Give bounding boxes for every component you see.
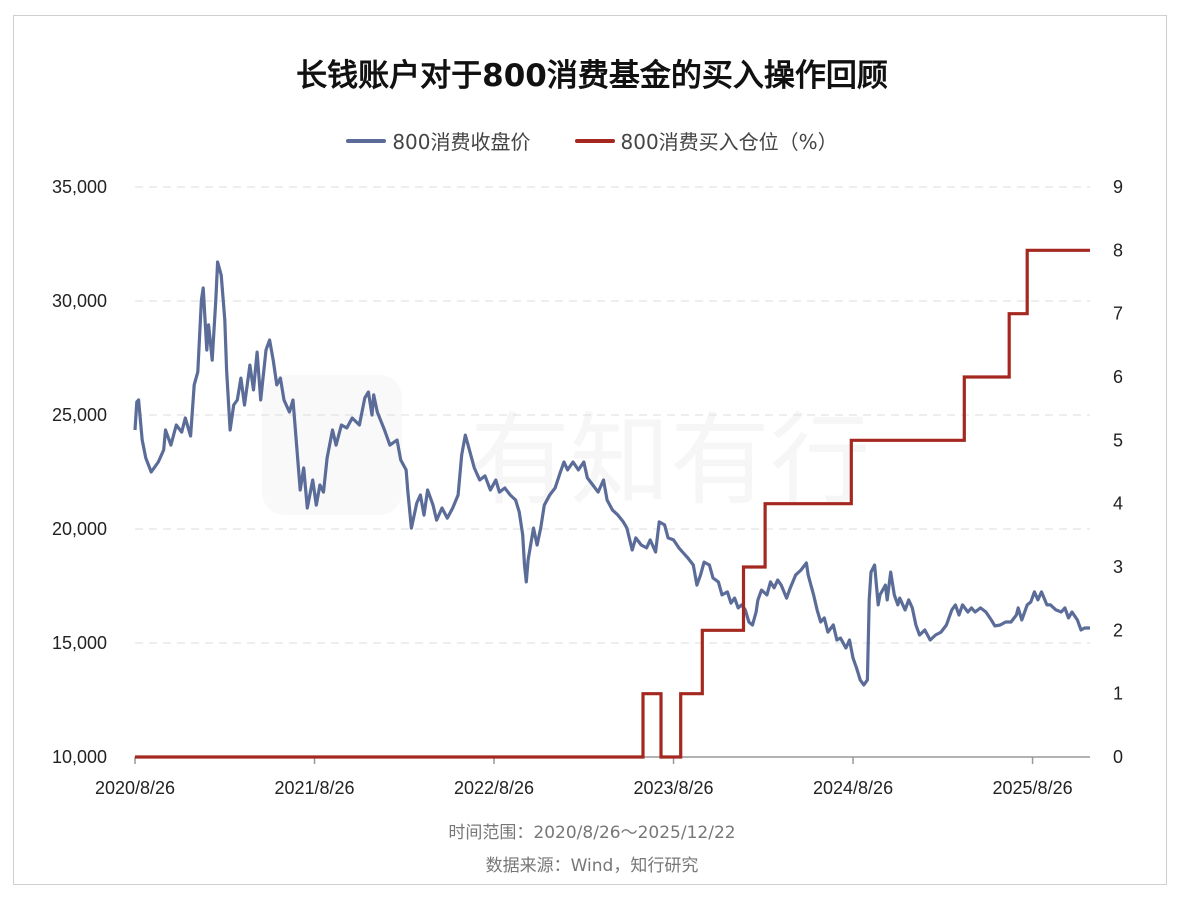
y-left-tick-label: 30,000: [52, 291, 107, 311]
series-line-price: [133, 260, 1090, 687]
y-right-tick-label: 5: [1113, 430, 1123, 450]
watermark-text: 有知有行: [470, 402, 870, 519]
y-left-tick-label: 20,000: [52, 519, 107, 539]
axes: 10,000 15,000 20,000 25,000 30,000 35,000 0 1 2 3…: [52, 177, 1123, 798]
y-right-tick-label: 7: [1113, 304, 1123, 324]
legend-item-price[interactable]: 800消费收盘价: [346, 126, 531, 155]
y-right-tick-label: 3: [1113, 557, 1123, 577]
y-right-tick-label: 2: [1113, 620, 1123, 640]
x-tick-label: 2023/8/26: [633, 778, 713, 798]
chart-card: [13, 15, 1167, 885]
legend-label-price: 800消费收盘价: [392, 130, 531, 154]
series-layer: [133, 248, 1090, 759]
footer-time-range: 时间范围：2020/8/26～2025/12/22: [448, 823, 736, 843]
gridlines: [135, 186, 1090, 644]
x-tick-label: 2024/8/26: [813, 778, 893, 798]
x-tick-label: 2021/8/26: [274, 778, 354, 798]
x-tick-label: 2020/8/26: [95, 778, 175, 798]
y-right-tick-label: 9: [1113, 177, 1123, 197]
chart-title: 长钱账户对于800消费基金的买入操作回顾: [296, 58, 888, 94]
y-right-tick-label: 1: [1113, 684, 1123, 704]
legend-swatch-price: [346, 138, 387, 143]
x-tick-label: 2025/8/26: [993, 778, 1073, 798]
y-right-tick-label: 4: [1113, 494, 1123, 514]
y-left-tick-label: 35,000: [52, 177, 107, 197]
y-left-tick-label: 15,000: [52, 633, 107, 653]
y-left-tick-label: 25,000: [52, 405, 107, 425]
y-right-tick-label: 6: [1113, 367, 1123, 387]
y-right-tick-label: 0: [1113, 747, 1123, 767]
footer-source: 数据来源：Wind，知行研究: [485, 856, 699, 876]
legend-swatch-position: [574, 138, 615, 143]
legend-item-position[interactable]: 800消费买入仓位（%）: [574, 126, 838, 155]
legend-label-position: 800消费买入仓位（%）: [620, 130, 838, 154]
y-left-tick-label: 10,000: [52, 747, 107, 767]
watermark: 有知有行: [262, 375, 870, 519]
y-right-tick-label: 8: [1113, 240, 1123, 260]
legend: 800消费收盘价 800消费买入仓位（%）: [0, 126, 1184, 155]
x-tick-label: 2022/8/26: [454, 778, 534, 798]
series-line-position: [135, 248, 1090, 759]
